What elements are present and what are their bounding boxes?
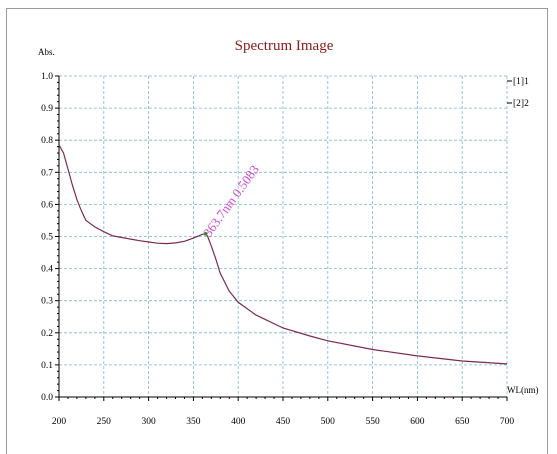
y-tick-label: 0.3 [41,297,53,307]
y-tick-label: 0.7 [41,168,53,178]
y-tick-label: 0.1 [41,361,53,371]
y-tick-label: 0.6 [41,200,53,210]
y-tick-label: 0.8 [41,136,53,146]
x-tick-label: 400 [231,417,246,427]
y-tick-label: 0.2 [41,329,53,339]
x-tick-label: 650 [455,417,470,427]
x-tick-label: 700 [500,417,515,427]
x-tick-label: 200 [52,417,67,427]
y-tick-label: 0.5 [41,233,53,243]
y-tick-label: 0.9 [41,104,53,114]
legend-entry: [2]2 [513,99,529,109]
x-tick-label: 600 [410,417,425,427]
y-tick-label: 0.4 [41,265,53,275]
x-tick-label: 300 [141,417,156,427]
x-tick-label: 250 [97,417,112,427]
y-axis-label: Abs. [38,47,55,57]
x-tick-label: 450 [276,417,291,427]
y-tick-label: 1.0 [41,72,53,82]
spectrum-line [58,144,508,365]
chart-title: Spectrum Image [235,38,334,54]
peak-marker [203,232,208,236]
y-tick-label: 0.0 [41,393,53,403]
x-tick-label: 550 [365,417,380,427]
x-tick-label: 500 [321,417,336,427]
peak-annotation: 363.7nm 0.5083 [200,162,262,239]
legend-entry: [1]1 [513,77,529,87]
x-axis-label: WL(nm) [507,385,539,395]
chart-frame [6,8,548,454]
x-tick-label: 350 [186,417,201,427]
